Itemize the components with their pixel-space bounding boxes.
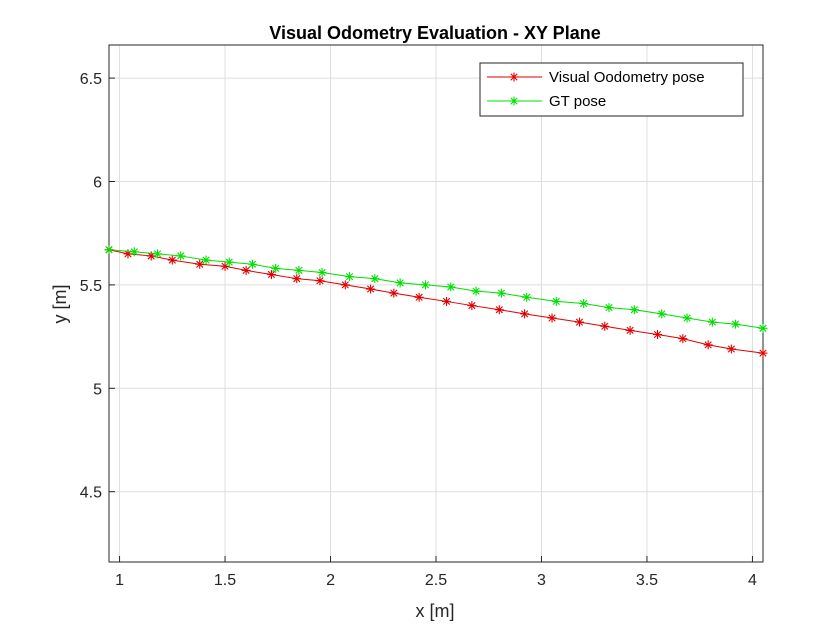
data-point xyxy=(604,303,614,313)
data-point xyxy=(395,278,405,288)
data-point xyxy=(389,288,399,298)
data-point xyxy=(678,334,688,344)
data-point xyxy=(707,317,717,327)
y-tick-label: 6.5 xyxy=(80,71,102,88)
data-point xyxy=(176,251,186,261)
y-axis-ticks: 4.5 5 5.5 6 6.5 xyxy=(80,71,115,502)
data-point xyxy=(758,348,768,358)
x-tick-label: 1.5 xyxy=(214,572,236,589)
x-tick-label: 2 xyxy=(326,572,335,589)
data-point xyxy=(520,309,530,319)
x-axis-label: x [m] xyxy=(416,601,455,621)
data-point xyxy=(731,319,741,329)
data-point xyxy=(340,280,350,290)
data-point xyxy=(414,292,424,302)
legend: Visual Oodometry pose GT pose xyxy=(479,62,744,117)
data-point xyxy=(271,263,281,273)
data-point xyxy=(657,309,667,319)
data-point xyxy=(653,330,663,340)
x-tick-label: 2.5 xyxy=(425,572,447,589)
data-point xyxy=(129,247,139,257)
legend-item: GT pose xyxy=(487,93,606,110)
data-point xyxy=(167,255,177,265)
chart-title: Visual Odometry Evaluation - XY Plane xyxy=(269,23,600,43)
data-point xyxy=(104,245,114,255)
data-point xyxy=(241,265,251,275)
data-point xyxy=(703,340,713,350)
x-tick-label: 3.5 xyxy=(636,572,658,589)
series-layer xyxy=(104,245,768,358)
legend-marker xyxy=(509,96,519,106)
legend-box xyxy=(479,62,744,117)
legend-label: Visual Oodometry pose xyxy=(549,69,705,86)
data-point xyxy=(446,282,456,292)
data-point xyxy=(467,301,477,311)
data-point xyxy=(471,286,481,296)
x-tick-label: 4 xyxy=(748,572,757,589)
data-point xyxy=(442,296,452,306)
x-axis-ticks: 1 1.5 2 2.5 3 3.5 4 xyxy=(115,556,757,589)
data-point xyxy=(292,274,302,284)
data-point xyxy=(682,313,692,323)
y-tick-label: 6 xyxy=(93,174,102,191)
data-point xyxy=(551,296,561,306)
data-point xyxy=(315,276,325,286)
data-point xyxy=(370,274,380,284)
data-point xyxy=(579,299,589,308)
y-tick-label: 5 xyxy=(93,381,102,398)
data-point xyxy=(629,305,639,315)
data-point xyxy=(547,313,557,323)
x-tick-label: 3 xyxy=(537,572,546,589)
data-point xyxy=(294,265,304,275)
legend-marker xyxy=(509,72,519,82)
legend-label: GT pose xyxy=(549,93,606,110)
y-axis-label: y [m] xyxy=(50,285,70,324)
data-point xyxy=(247,259,257,269)
series-gt-pose xyxy=(104,245,768,333)
data-point xyxy=(420,280,430,290)
data-point xyxy=(266,270,276,280)
y-tick-label: 4.5 xyxy=(80,485,102,502)
data-point xyxy=(726,344,736,354)
data-point xyxy=(600,321,610,331)
data-point xyxy=(758,323,768,333)
y-tick-label: 5.5 xyxy=(80,278,102,295)
data-point xyxy=(220,261,230,271)
data-point xyxy=(224,257,234,267)
data-point xyxy=(494,305,504,315)
legend-item: Visual Oodometry pose xyxy=(487,69,705,86)
data-point xyxy=(317,267,327,277)
data-point xyxy=(574,317,584,327)
x-tick-label: 1 xyxy=(115,572,124,589)
data-point xyxy=(195,259,205,269)
data-point xyxy=(153,249,163,259)
series-visual-odometry xyxy=(104,245,768,358)
data-point xyxy=(201,255,211,265)
grid xyxy=(109,45,763,562)
data-point xyxy=(496,288,506,298)
data-point xyxy=(625,325,635,335)
data-point xyxy=(345,272,355,282)
data-point xyxy=(522,292,532,302)
data-point xyxy=(366,284,376,294)
